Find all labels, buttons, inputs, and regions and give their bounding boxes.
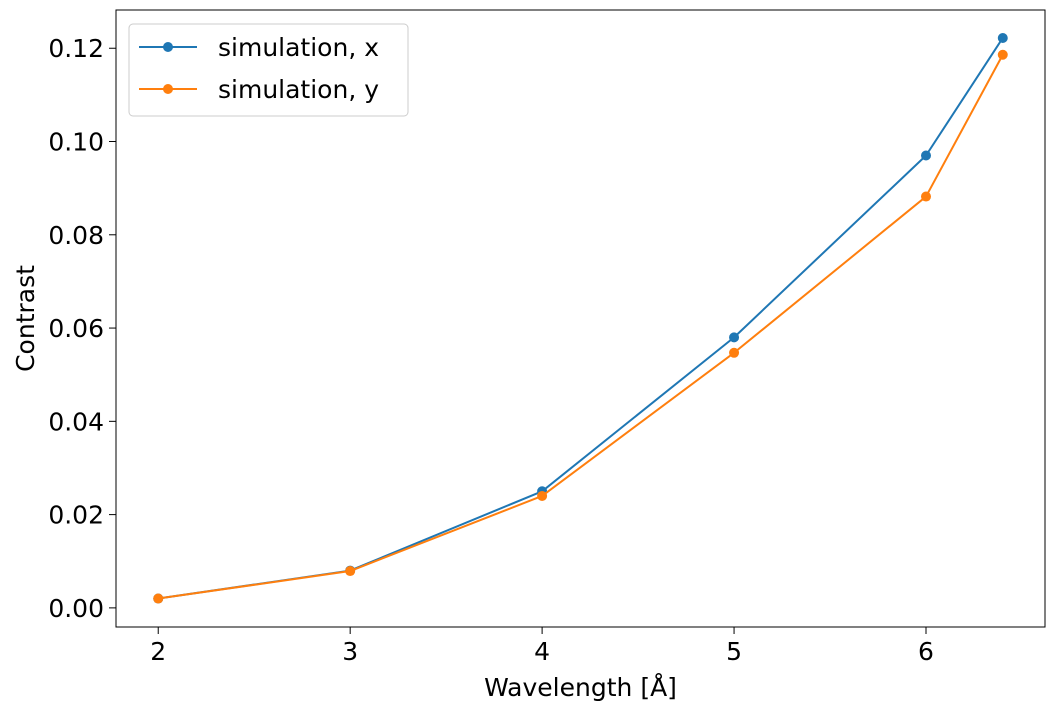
data-point-simulation-y	[729, 347, 740, 358]
legend-label-simulation-x: simulation, x	[218, 33, 379, 62]
series-layer	[153, 32, 1008, 604]
x-axis-label: Wavelength [Å]	[484, 673, 677, 702]
x-tick-label: 2	[150, 637, 166, 666]
data-point-simulation-x	[997, 32, 1008, 43]
y-axis: 0.00 0.02 0.04 0.06 0.08 0.10 0.12	[48, 34, 116, 623]
series-simulation-y	[153, 49, 1008, 604]
data-point-simulation-y	[920, 191, 931, 202]
data-point-simulation-x	[920, 150, 931, 161]
legend-marker-simulation-x	[163, 42, 173, 52]
x-tick-label: 3	[342, 637, 358, 666]
series-line-simulation-y	[158, 54, 1004, 600]
y-tick-label: 0.12	[48, 34, 104, 63]
data-point-simulation-y	[153, 593, 164, 604]
legend-box	[128, 23, 409, 117]
y-tick-label: 0.06	[48, 314, 104, 343]
x-axis: 2 3 4 5 6	[150, 627, 934, 666]
y-axis-label: Contrast	[11, 265, 40, 372]
x-tick-label: 6	[918, 637, 934, 666]
data-point-simulation-y	[537, 490, 548, 501]
x-tick-label: 5	[726, 637, 742, 666]
legend: simulation, x simulation, y	[128, 23, 409, 117]
legend-marker-simulation-y	[163, 84, 173, 94]
data-point-simulation-x	[729, 332, 740, 343]
legend-label-simulation-y: simulation, y	[218, 75, 379, 104]
y-tick-label: 0.10	[48, 128, 104, 157]
y-tick-label: 0.02	[48, 501, 104, 530]
data-point-simulation-y	[345, 566, 356, 577]
y-tick-label: 0.08	[48, 221, 104, 250]
data-point-simulation-y	[997, 49, 1008, 60]
y-tick-label: 0.04	[48, 407, 104, 436]
x-tick-label: 4	[534, 637, 550, 666]
y-tick-label: 0.00	[48, 594, 104, 623]
